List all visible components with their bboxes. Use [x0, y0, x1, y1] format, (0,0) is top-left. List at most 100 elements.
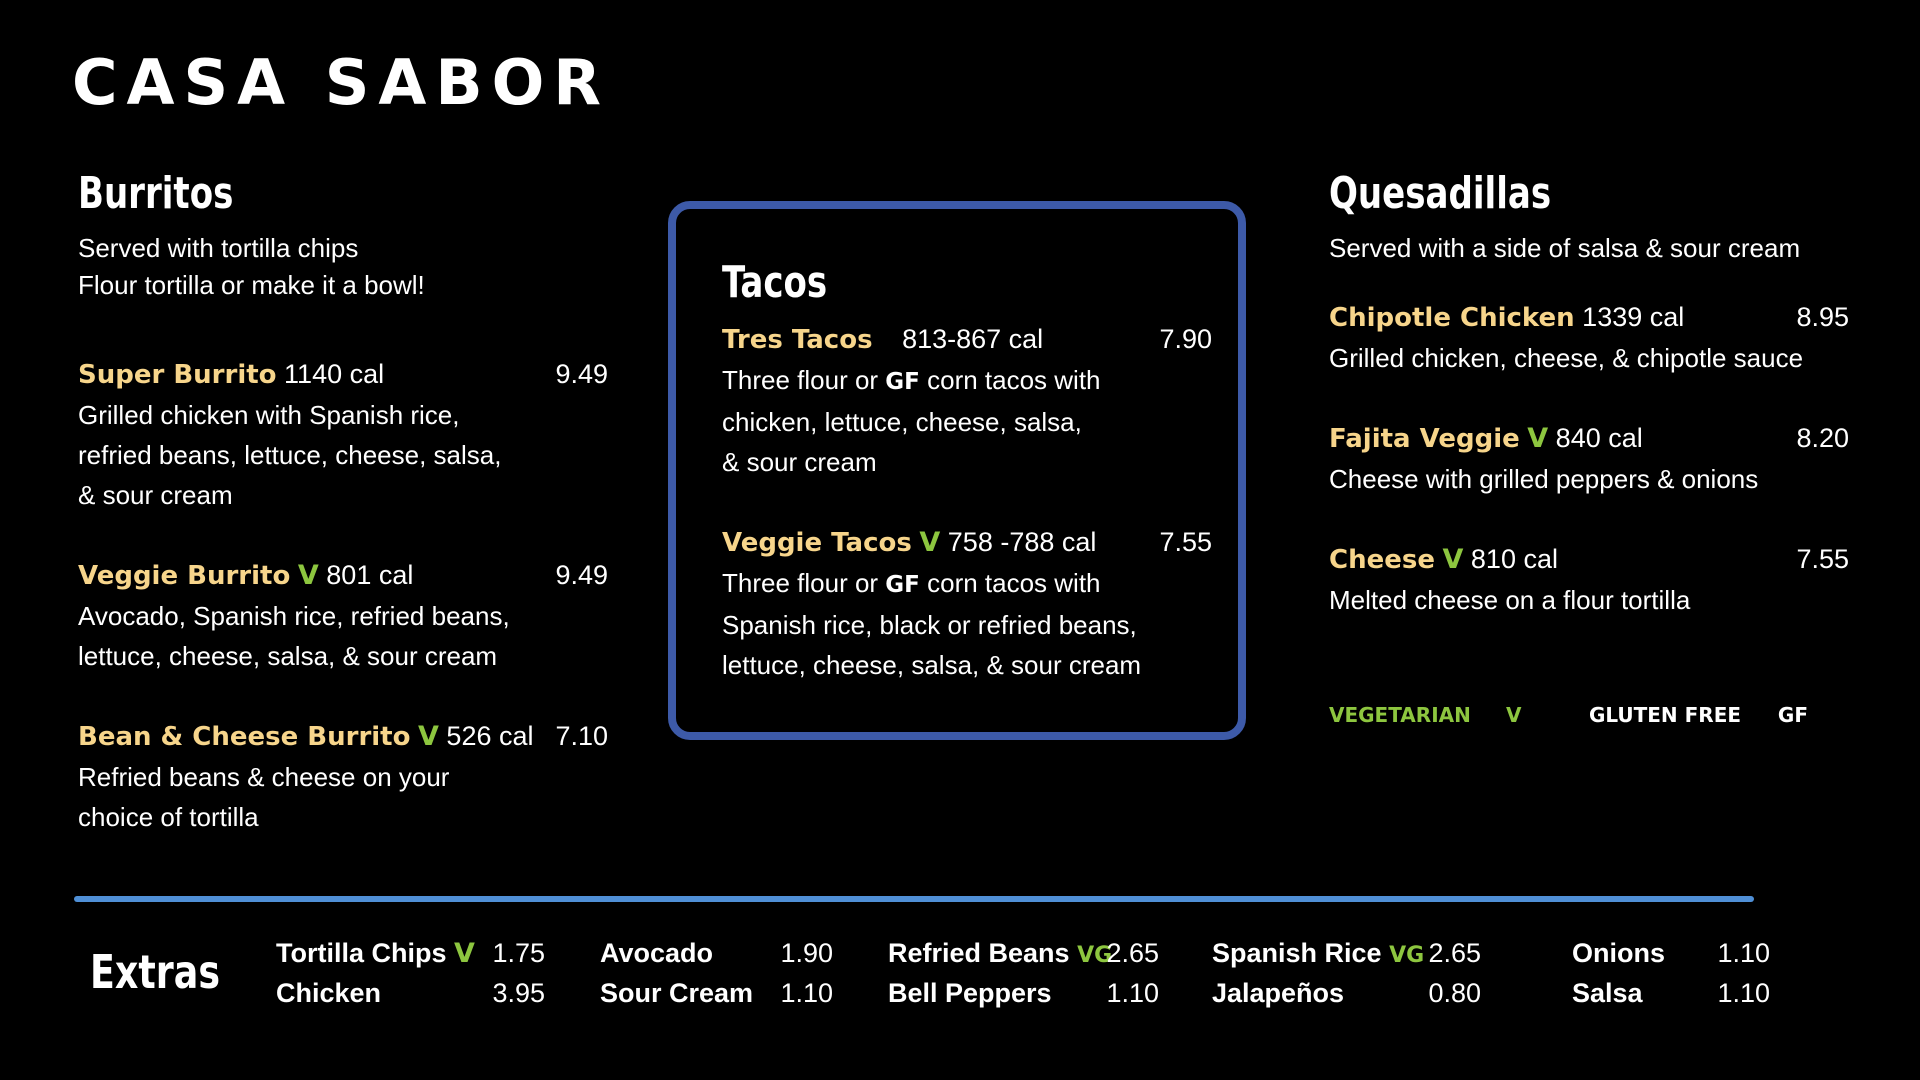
vegetarian-badge: V	[297, 560, 319, 591]
menu-item-super-burrito: Super Burrito 1140 cal 9.49 Grilled chic…	[78, 354, 608, 515]
burritos-subtitle-1: Served with tortilla chips	[78, 233, 359, 263]
extra-item: Tortilla Chips V 1.75	[276, 933, 545, 973]
vegetarian-legend-symbol: V	[1505, 703, 1522, 727]
extra-item: Bell Peppers 1.10	[888, 973, 1159, 1013]
item-price: 9.49	[555, 560, 608, 590]
item-price: 8.95	[1796, 302, 1849, 332]
extra-item: Sour Cream 1.10	[600, 973, 833, 1013]
extra-name: Bell Peppers	[888, 978, 1052, 1008]
vegetarian-badge: V	[1442, 544, 1464, 575]
extra-item: Jalapeños 0.80	[1212, 973, 1481, 1013]
vegetarian-badge: V	[418, 721, 439, 752]
vegan-badge: VG	[1389, 943, 1425, 968]
item-desc-line: chicken, lettuce, cheese, salsa,	[722, 407, 1082, 437]
extra-item: Refried Beans VG 2.65	[888, 933, 1159, 973]
item-name: Super Burrito	[78, 360, 277, 390]
item-calories: 810 cal	[1470, 544, 1558, 574]
extra-name: Onions	[1572, 938, 1665, 968]
menu-item-cheese: Cheese V 810 cal 7.55 Melted cheese on a…	[1329, 539, 1849, 620]
item-price: 7.55	[1159, 527, 1212, 557]
item-desc-line: Grilled chicken, cheese, & chipotle sauc…	[1329, 343, 1804, 373]
extra-name: Avocado	[600, 938, 714, 968]
extra-name: Jalapeños	[1212, 978, 1345, 1008]
item-name: Chipotle Chicken	[1329, 303, 1575, 333]
item-price: 8.20	[1796, 423, 1849, 453]
brand-title: CASA SABOR	[72, 46, 611, 119]
desc-text: corn tacos with	[919, 365, 1101, 395]
extras-divider	[74, 896, 1754, 902]
vegan-badge: VG	[1077, 943, 1113, 968]
tacos-featured-box: Tacos Tres Tacos 813-867 cal 7.90 Three …	[668, 201, 1246, 740]
dietary-legend: VEGETARIAN V GLUTEN FREE GF	[1329, 703, 1889, 727]
extra-price: 1.10	[1717, 978, 1770, 1008]
desc-text: Three flour or	[722, 568, 886, 598]
gluten-free-badge: GF	[885, 369, 920, 395]
gluten-free-badge: GF	[885, 572, 920, 598]
item-name: Veggie Tacos	[722, 528, 912, 558]
item-price: 7.55	[1796, 544, 1849, 574]
extra-price: 3.95	[492, 978, 545, 1008]
item-desc-line: refried beans, lettuce, cheese, salsa,	[78, 440, 502, 470]
extra-item: Onions 1.10	[1572, 933, 1770, 973]
item-desc-line: & sour cream	[78, 480, 233, 510]
extra-item: Salsa 1.10	[1572, 973, 1770, 1013]
extra-price: 1.10	[780, 978, 833, 1008]
quesadillas-subtitle: Served with a side of salsa & sour cream	[1329, 233, 1801, 263]
extra-item: Spanish Rice VG 2.65	[1212, 933, 1481, 973]
menu-item-veggie-burrito: Veggie Burrito V 801 cal 9.49 Avocado, S…	[78, 555, 608, 676]
menu-item-veggie-tacos: Veggie Tacos V 758 -788 cal 7.55 Three f…	[722, 522, 1212, 685]
menu-item-bean-cheese-burrito: Bean & Cheese Burrito V 526 cal 7.10 Ref…	[78, 716, 608, 837]
gluten-free-legend-label: GLUTEN FREE	[1588, 703, 1742, 727]
extra-price: 1.10	[1106, 978, 1159, 1008]
item-name: Fajita Veggie	[1329, 424, 1520, 454]
extra-price: 1.75	[492, 938, 545, 968]
extra-name: Salsa	[1572, 978, 1643, 1008]
item-price: 9.49	[555, 359, 608, 389]
desc-text: Three flour or	[722, 365, 886, 395]
item-price: 7.90	[1159, 324, 1212, 354]
extra-price: 0.80	[1428, 978, 1481, 1008]
extra-price: 1.90	[780, 938, 833, 968]
extra-item: Chicken 3.95	[276, 973, 545, 1013]
item-price: 7.10	[555, 721, 608, 751]
extra-name: Refried Beans	[888, 938, 1070, 968]
item-desc-line: Spanish rice, black or refried beans,	[722, 610, 1137, 640]
item-calories: 813-867 cal	[902, 324, 1044, 354]
item-desc-line: Three flour or GF corn tacos with	[722, 563, 1212, 605]
extras-title: Extras	[90, 945, 221, 999]
burritos-title: Burritos	[78, 168, 234, 219]
extra-name: Tortilla Chips	[276, 938, 447, 968]
tacos-title: Tacos	[722, 257, 828, 308]
extra-price: 1.10	[1717, 938, 1770, 968]
menu-item-tres-tacos: Tres Tacos 813-867 cal 7.90 Three flour …	[722, 319, 1212, 482]
extra-item: Avocado 1.90	[600, 933, 833, 973]
quesadillas-title: Quesadillas	[1329, 168, 1552, 219]
desc-text: corn tacos with	[919, 568, 1101, 598]
item-desc-line: Grilled chicken with Spanish rice,	[78, 400, 460, 430]
item-calories: 526 cal	[446, 721, 534, 751]
item-desc-line: Three flour or GF corn tacos with	[722, 360, 1212, 402]
menu-item-fajita-veggie: Fajita Veggie V 840 cal 8.20 Cheese with…	[1329, 418, 1849, 499]
gluten-free-legend-symbol: GF	[1777, 703, 1808, 727]
item-desc-line: choice of tortilla	[78, 802, 259, 832]
item-calories: 801 cal	[326, 560, 414, 590]
item-calories: 1140 cal	[284, 359, 385, 389]
item-desc-line: lettuce, cheese, salsa, & sour cream	[722, 650, 1142, 680]
extra-name: Chicken	[276, 978, 382, 1008]
quesadillas-section: Quesadillas Served with a side of salsa …	[1329, 172, 1849, 620]
item-calories: 840 cal	[1555, 423, 1643, 453]
vegetarian-badge: V	[454, 938, 475, 969]
item-desc-line: Cheese with grilled peppers & onions	[1329, 464, 1759, 494]
extra-price: 2.65	[1428, 938, 1481, 968]
item-calories: 1339 cal	[1582, 302, 1685, 332]
item-name: Veggie Burrito	[78, 561, 291, 591]
item-desc-line: lettuce, cheese, salsa, & sour cream	[78, 641, 498, 671]
item-name: Bean & Cheese Burrito	[78, 722, 411, 752]
burritos-section: Burritos Served with tortilla chips Flou…	[78, 172, 608, 837]
vegetarian-badge: V	[1527, 423, 1549, 454]
item-name: Tres Tacos	[722, 325, 873, 355]
vegetarian-legend-label: VEGETARIAN	[1329, 703, 1471, 727]
item-calories: 758 -788 cal	[947, 527, 1097, 557]
item-desc-line: Refried beans & cheese on your	[78, 762, 450, 792]
item-name: Cheese	[1329, 545, 1435, 575]
